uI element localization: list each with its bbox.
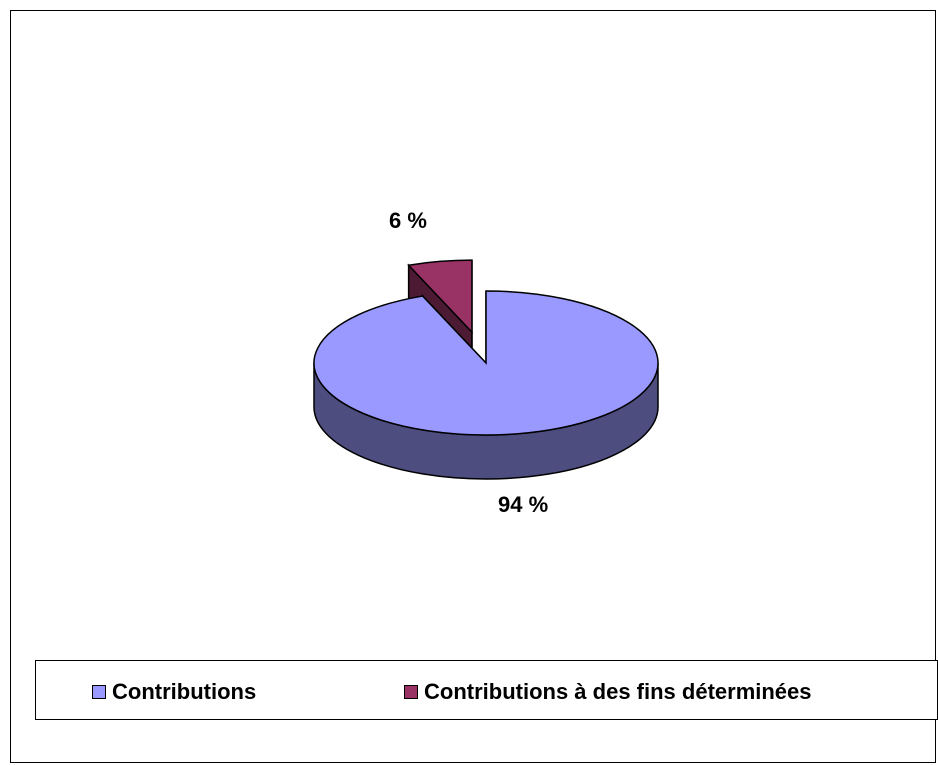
- legend-label-contributions-fins-determinees: Contributions à des fins déterminées: [424, 679, 812, 704]
- pie-slice-contributions: [313, 290, 659, 436]
- legend-item-contributions-fins-determinees: Contributions à des fins déterminées: [404, 679, 812, 705]
- legend-swatch-contributions-fins-determinees: [404, 685, 418, 699]
- legend-swatch-contributions: [92, 685, 106, 699]
- pie-slice-contributions-fins-determinees: [407, 259, 473, 335]
- legend-item-contributions: Contributions: [92, 679, 256, 705]
- data-label-contributions: 94 %: [498, 492, 549, 517]
- data-label-contributions-fins-determinees: 6 %: [389, 208, 427, 233]
- legend: Contributions Contributions à des fins d…: [35, 660, 938, 720]
- legend-label-contributions: Contributions: [112, 679, 257, 704]
